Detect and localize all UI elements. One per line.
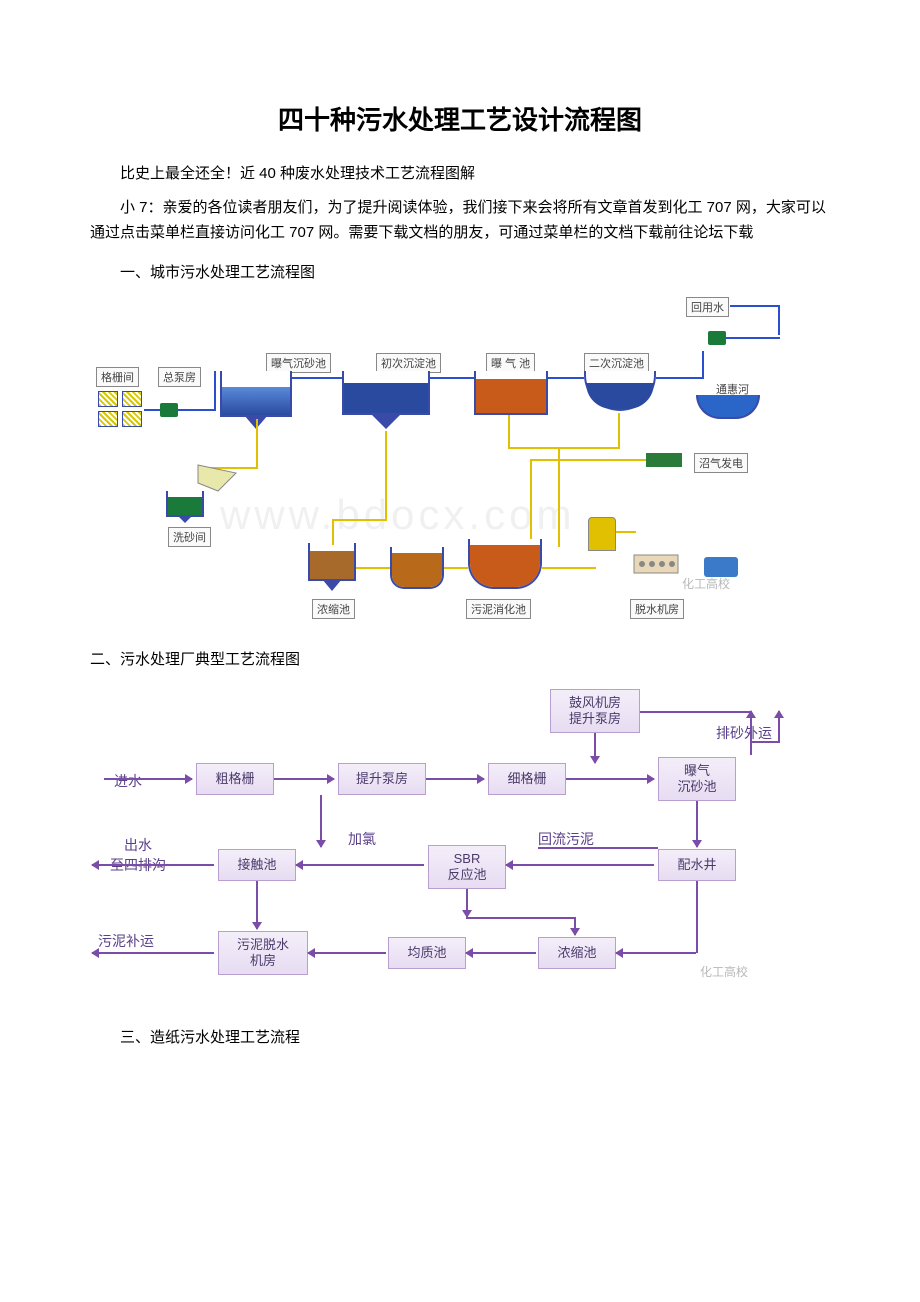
text-jinshui: 进水 [114,771,142,791]
label-puqichenshachi: 曝气沉砂池 [266,353,331,373]
label-nongsuochi: 浓缩池 [312,599,355,619]
text-chushui: 出水 至四排沟 [110,835,166,875]
truck-icon [704,557,738,577]
page-title: 四十种污水处理工艺设计流程图 [90,100,830,137]
credit-text-2: 化工高校 [700,963,748,980]
tank-aeration-grit [220,371,292,417]
text-jialv: 加氯 [348,829,376,849]
screen-unit [122,411,142,427]
box-puqichensha: 曝气 沉砂池 [658,757,736,801]
box-nongsuochi: 浓缩池 [538,937,616,969]
label-huiyongshui: 回用水 [686,297,729,317]
screen-unit [122,391,142,407]
notice-paragraph: 小 7：亲爱的各位读者朋友们，为了提升阅读体验，我们接下来会将所有文章首发到化工… [90,195,830,246]
box-peishuijing: 配水井 [658,849,736,881]
screen-unit [98,391,118,407]
tank-digester [468,539,542,589]
text-paisha: 排砂外运 [716,723,772,743]
tank-aeration [474,371,548,415]
text-huiliu: 回流污泥 [538,829,594,849]
label-chucichendianchi: 初次沉淀池 [376,353,441,373]
river-icon [696,395,760,419]
tank-sand-wash [166,491,204,517]
diagram-typical-wwtp: 鼓风机房 提升泵房 排砂外运 进水 粗格栅 提升泵房 细格栅 曝气 沉砂池 出水… [90,679,830,1009]
screen-unit [98,411,118,427]
diagram-city-wastewater: www.bdocx.com 回用水 格栅间 总泵房 曝气沉砂池 初次沉淀池 曝 … [90,291,830,631]
label-geshanjian: 格栅间 [96,367,139,387]
label-xishajian: 洗砂间 [168,527,211,547]
sand-wash-icon [196,463,238,493]
section-3-heading: 三、造纸污水处理工艺流程 [120,1025,830,1051]
box-wunituoshui: 污泥脱水 机房 [218,931,308,975]
box-cugeshan: 粗格栅 [196,763,274,795]
box-tishengbengfang: 提升泵房 [338,763,426,795]
pump-icon [708,331,726,345]
biogas-generator-icon [646,453,682,467]
box-blower-lift: 鼓风机房 提升泵房 [550,689,640,733]
label-tuoshuijifang: 脱水机房 [630,599,684,619]
box-xigeshan: 细格栅 [488,763,566,795]
tank-secondary-settling [584,371,656,411]
section-2-heading: 二、污水处理厂典型工艺流程图 [90,647,830,673]
gas-holder [588,517,616,551]
label-wunixiaohuachi: 污泥消化池 [466,599,531,619]
box-junzhichi: 均质池 [388,937,466,969]
label-zhaoqifadian: 沼气发电 [694,453,748,473]
intro-line: 比史上最全还全！近 40 种废水处理技术工艺流程图解 [90,161,830,187]
label-zongbengfang: 总泵房 [158,367,201,387]
section-1-heading: 一、城市污水处理工艺流程图 [90,260,830,286]
pump-icon [160,403,178,417]
watermark-text: www.bdocx.com [220,491,575,539]
tank-thickener [308,543,356,581]
box-jiechuchi: 接触池 [218,849,296,881]
tank-holding [390,547,444,589]
box-sbr: SBR 反应池 [428,845,506,889]
label-puqichi: 曝 气 池 [486,353,535,373]
credit-text: 化工高校 [682,575,730,592]
text-wunibuyun: 污泥补运 [98,931,154,951]
tank-primary-settling [342,371,430,415]
label-ercichendianchi: 二次沉淀池 [584,353,649,373]
